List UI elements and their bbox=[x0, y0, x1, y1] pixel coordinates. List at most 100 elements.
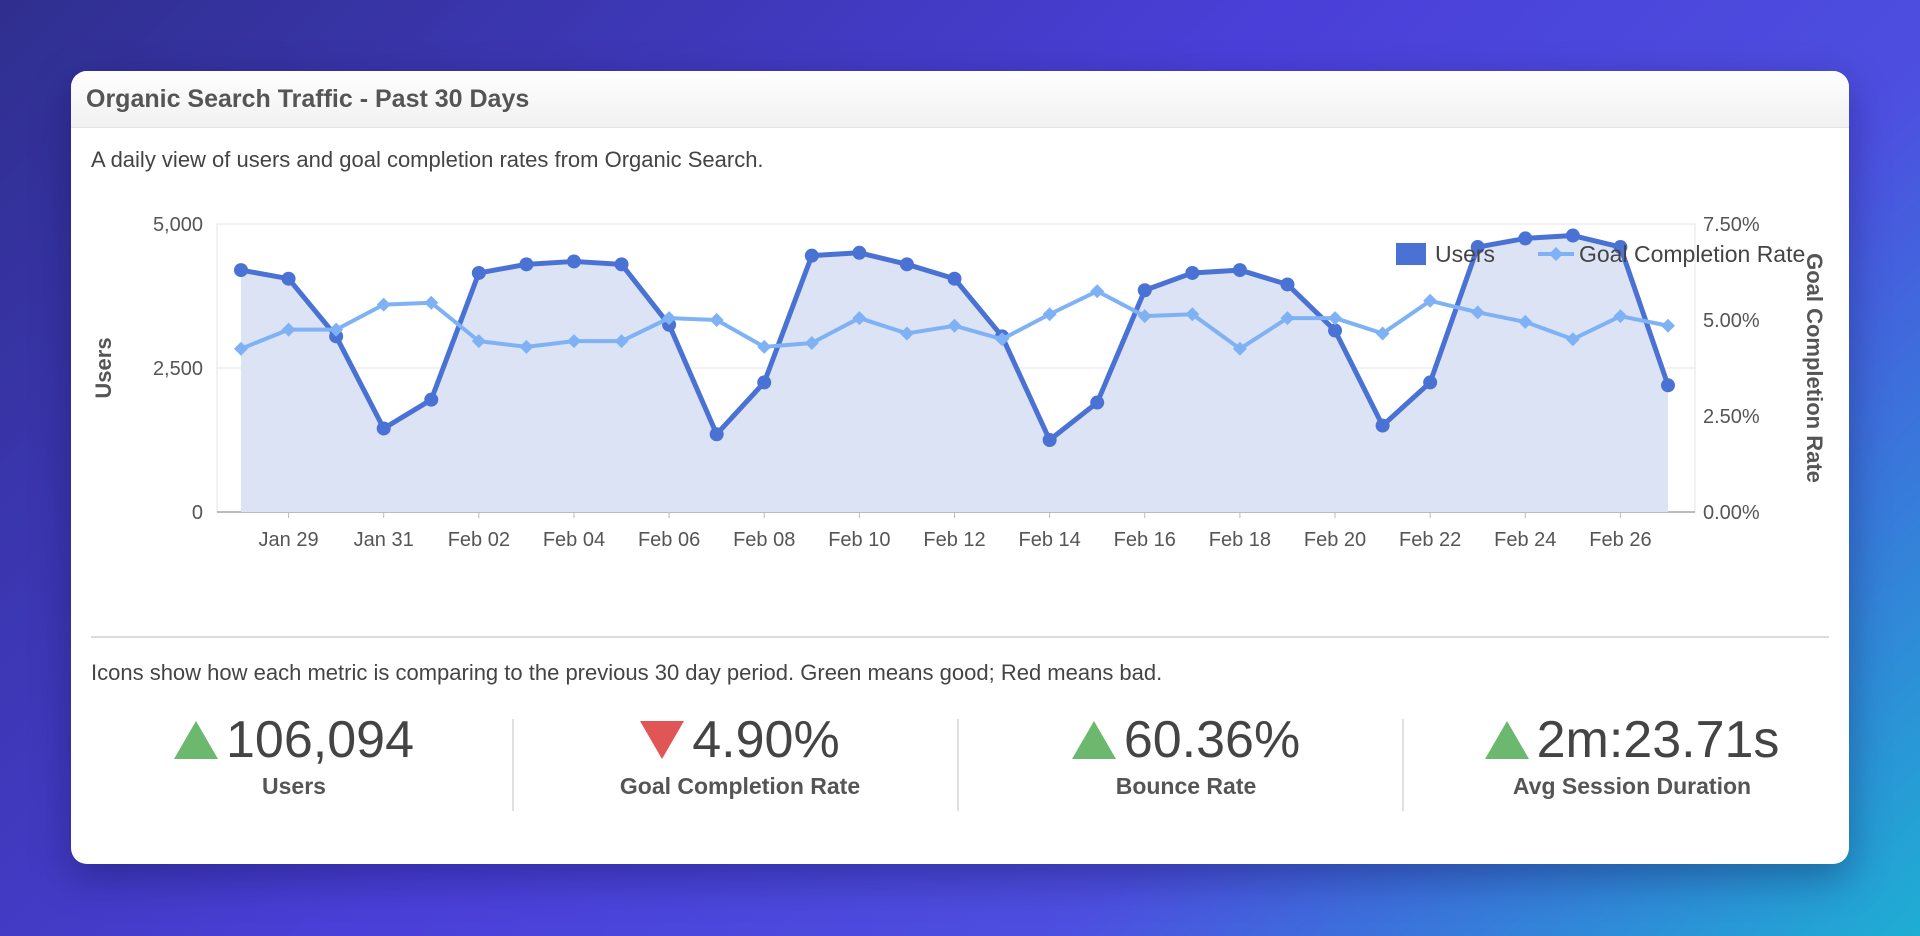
metric-value: 106,094 bbox=[226, 711, 414, 769]
users-point bbox=[1470, 240, 1485, 255]
chart-card: Organic Search Traffic - Past 30 Days A … bbox=[71, 71, 1849, 864]
goal-rate-point bbox=[1565, 332, 1580, 347]
users-area bbox=[241, 235, 1668, 512]
goal-rate-point bbox=[1613, 309, 1628, 324]
metric-value: 4.90% bbox=[692, 711, 840, 769]
y-left-axis-label: Users bbox=[91, 337, 116, 398]
metric-separator bbox=[512, 719, 514, 811]
users-point bbox=[1137, 283, 1152, 298]
goal-rate-point bbox=[995, 332, 1010, 347]
divider bbox=[91, 636, 1829, 638]
goal-rate-point bbox=[471, 334, 486, 349]
metric-label: Bounce Rate bbox=[1115, 773, 1257, 799]
users-point bbox=[899, 257, 914, 272]
users-point bbox=[1423, 375, 1438, 390]
card-title: Organic Search Traffic - Past 30 Days bbox=[86, 84, 530, 113]
goal-rate-point bbox=[519, 339, 534, 354]
trend-up-icon bbox=[174, 721, 219, 759]
card-header: Organic Search Traffic - Past 30 Days bbox=[71, 71, 1849, 128]
users-point bbox=[376, 421, 391, 436]
x-tick-label: Feb 08 bbox=[733, 529, 795, 551]
metric-bounce-rate: 60.36% Bounce Rate bbox=[963, 711, 1409, 811]
x-tick-label: Feb 04 bbox=[543, 529, 605, 551]
users-point bbox=[1232, 263, 1247, 278]
goal-rate-point bbox=[662, 311, 677, 326]
users-point bbox=[1661, 378, 1675, 393]
card-description: A daily view of users and goal completio… bbox=[91, 147, 764, 172]
goal-rate-point bbox=[281, 322, 296, 337]
metrics-row: 106,094 Users 4.90% Goal Completion Rate… bbox=[71, 711, 1849, 811]
users-point bbox=[757, 375, 772, 390]
y-left-tick-label: 5,000 bbox=[153, 214, 203, 236]
chart-area: 0 2,500 5,000 0.00% 2.50% 5.00% 7.50% Users Goal… bbox=[71, 181, 1849, 671]
x-tick-label: Feb 12 bbox=[923, 529, 985, 551]
goal-rate-point bbox=[1280, 311, 1295, 326]
goal-rate-point bbox=[1090, 284, 1105, 299]
y-right-axis-label: Goal Completion Rate bbox=[1802, 253, 1827, 483]
metric-separator bbox=[1402, 719, 1404, 811]
goal-rate-point bbox=[947, 318, 962, 333]
users-point bbox=[1518, 231, 1533, 246]
goal-rate-point bbox=[757, 339, 772, 354]
goal-rate-point bbox=[1470, 305, 1485, 320]
x-tick-label: Feb 14 bbox=[1019, 529, 1081, 551]
users-point bbox=[804, 248, 819, 263]
goal-rate-point bbox=[614, 334, 629, 349]
x-tick-label: Jan 29 bbox=[259, 529, 319, 551]
users-point bbox=[1613, 240, 1628, 255]
goal-rate-point bbox=[1328, 311, 1343, 326]
goal-rate-point bbox=[804, 336, 819, 351]
users-point bbox=[1565, 228, 1580, 243]
x-tick-label: Jan 31 bbox=[354, 529, 414, 551]
goal-rate-point bbox=[1185, 307, 1200, 322]
trend-up-icon bbox=[1071, 721, 1116, 759]
y-right-tick-label: 7.50% bbox=[1703, 214, 1760, 236]
x-tick-label: Feb 20 bbox=[1304, 529, 1366, 551]
goal-rate-point bbox=[1042, 307, 1057, 322]
goal-rate-point bbox=[899, 326, 914, 341]
legend-label-users: Users bbox=[1435, 241, 1495, 267]
y-right-tick-label: 0.00% bbox=[1703, 502, 1760, 524]
legend-label-goal-rate: Goal Completion Rate bbox=[1579, 241, 1805, 267]
x-tick-label: Feb 16 bbox=[1114, 529, 1176, 551]
goal-rate-point bbox=[234, 341, 248, 356]
metric-users: 106,094 Users bbox=[71, 711, 517, 811]
users-point bbox=[947, 271, 962, 286]
users-point bbox=[1090, 395, 1105, 410]
goal-rate-point bbox=[329, 322, 344, 337]
trend-down-icon bbox=[640, 721, 685, 759]
metric-label: Avg Session Duration bbox=[1512, 773, 1752, 799]
goal-rate-point bbox=[852, 311, 867, 326]
goal-rate-point bbox=[1375, 326, 1390, 341]
metrics-note: Icons show how each metric is comparing … bbox=[91, 660, 1163, 685]
goal-rate-point bbox=[1518, 314, 1533, 329]
users-point bbox=[614, 257, 629, 272]
y-left-tick-label: 0 bbox=[192, 502, 203, 524]
x-tick-label: Feb 02 bbox=[448, 529, 510, 551]
goal-rate-point bbox=[566, 334, 581, 349]
users-point bbox=[234, 263, 248, 278]
metric-value: 2m:23.71s bbox=[1536, 711, 1780, 769]
metric-value: 60.36% bbox=[1123, 711, 1301, 769]
users-point bbox=[519, 257, 534, 272]
metric-separator bbox=[957, 719, 959, 811]
users-point bbox=[852, 245, 867, 260]
trend-up-icon bbox=[1484, 721, 1529, 759]
users-point bbox=[471, 265, 486, 280]
x-tick-label: Feb 18 bbox=[1209, 529, 1271, 551]
goal-rate-point bbox=[1423, 293, 1438, 308]
y-left-tick-label: 2,500 bbox=[153, 358, 203, 380]
goal-rate-point bbox=[1661, 318, 1675, 333]
goal-rate-point bbox=[709, 313, 724, 327]
users-point bbox=[709, 427, 724, 442]
legend-marker-goal-rate bbox=[1549, 247, 1563, 261]
users-point bbox=[566, 254, 581, 269]
goal-rate-point bbox=[1137, 309, 1152, 324]
goal-rate-point bbox=[424, 295, 439, 310]
x-tick-label: Feb 10 bbox=[828, 529, 890, 551]
users-point bbox=[424, 392, 439, 407]
metric-avg-session-duration: 2m:23.71s Avg Session Duration bbox=[1409, 711, 1849, 811]
users-point bbox=[1375, 418, 1390, 433]
x-tick-label: Feb 24 bbox=[1494, 529, 1556, 551]
metric-label: Goal Completion Rate bbox=[619, 773, 861, 799]
